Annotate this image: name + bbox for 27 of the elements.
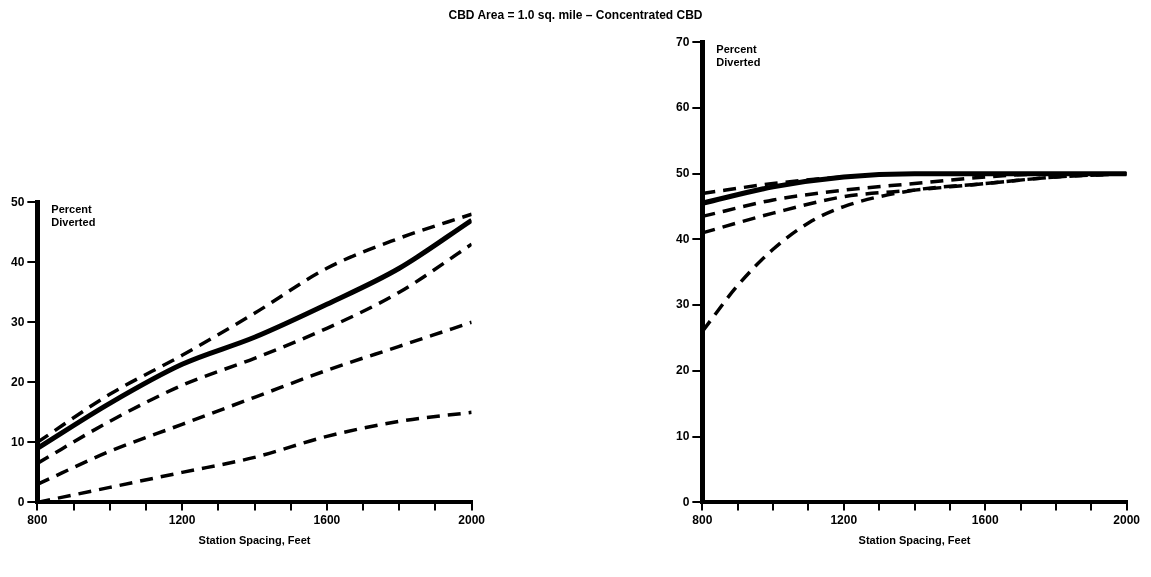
x-tick-label: 1600: [313, 512, 341, 527]
x-tick-label: 1200: [168, 512, 196, 527]
x-tick-label: 800: [27, 512, 48, 527]
x-tick-label: 2000: [458, 512, 486, 527]
y-tick-label: 40: [10, 254, 25, 269]
y-axis-title: Percent Diverted: [716, 42, 761, 68]
x-tick-label: 1600: [971, 512, 999, 527]
x-tick-label: 2000: [1113, 512, 1141, 527]
y-tick-label: 50: [10, 194, 25, 209]
y-tick-label: 10: [10, 434, 25, 449]
y-tick-label: 30: [675, 297, 690, 312]
y-tick-label: 30: [10, 314, 25, 329]
y-tick-label: 20: [675, 363, 690, 378]
y-tick-label: 50: [675, 166, 690, 180]
y-tick-label: 10: [675, 428, 690, 443]
y-tick-label: 70: [675, 34, 690, 49]
y-axis-title: Percent Diverted: [51, 202, 96, 228]
y-tick-label: 0: [17, 494, 25, 509]
y-tick-label: 40: [675, 231, 690, 246]
x-axis-title: Station Spacing, Feet: [858, 534, 971, 547]
y-tick-label: 60: [675, 100, 690, 115]
x-axis-title: Station Spacing, Feet: [198, 534, 311, 547]
y-tick-label: 20: [10, 374, 25, 389]
text: CBD Area = 1.0 sq. mile – Concentrated CBD: [447, 8, 704, 22]
y-tick-label: 0: [682, 494, 690, 509]
x-tick-label: 800: [692, 512, 713, 527]
x-tick-label: 1200: [830, 512, 858, 527]
